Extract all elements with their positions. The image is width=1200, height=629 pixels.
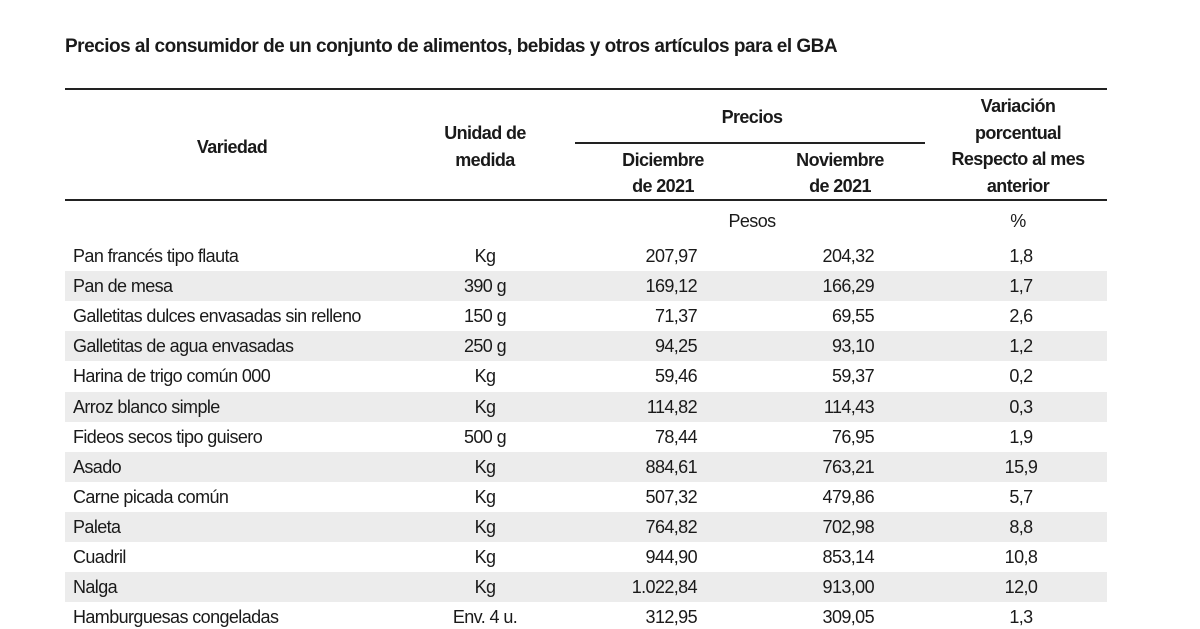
cell-diciembre: 507,32 (645, 486, 698, 507)
header-cell: Respecto al mes (951, 149, 1085, 170)
precios-rule (575, 142, 925, 144)
cell-diciembre: 114,82 (646, 396, 698, 417)
cell-diciembre: 78,44 (654, 426, 698, 447)
cell-variedad: Pan francés tipo flauta (73, 246, 239, 266)
cell-variacion: 1,2 (1009, 336, 1033, 357)
unit-label: Pesos (728, 211, 776, 231)
cell-noviembre: 59,37 (831, 366, 875, 387)
cell-diciembre: 312,95 (645, 607, 698, 628)
cell-variedad: Asado (73, 456, 122, 477)
cell-unidad: 150 g (463, 306, 507, 327)
cell-variacion: 10,8 (1004, 547, 1038, 567)
cell-diciembre: 764,82 (645, 516, 698, 537)
cell-diciembre: 1.022,84 (631, 577, 698, 598)
top-rule (65, 88, 1107, 90)
cell-noviembre: 763,21 (822, 456, 875, 477)
row-shade (65, 331, 1107, 362)
cell-variedad: Fideos secos tipo guisero (73, 426, 263, 447)
header-cell: Variedad (196, 137, 268, 157)
cell-noviembre: 853,14 (822, 547, 875, 567)
cell-variacion: 15,9 (1004, 456, 1038, 477)
cell-variacion: 1,3 (1009, 607, 1033, 628)
cell-noviembre: 69,55 (831, 306, 875, 327)
cell-noviembre: 166,29 (822, 276, 875, 297)
cell-variacion: 2,6 (1009, 306, 1033, 327)
cell-noviembre: 702,98 (822, 516, 875, 537)
cell-noviembre: 204,32 (822, 246, 875, 266)
cell-variacion: 0,2 (1009, 366, 1033, 387)
cell-variedad: Nalga (73, 577, 118, 598)
cell-variedad: Cuadril (73, 547, 126, 567)
header-rule (65, 199, 1107, 201)
cell-diciembre: 944,90 (645, 547, 698, 567)
row-shade (65, 391, 1107, 422)
cell-variacion: 1,8 (1009, 246, 1033, 266)
cell-diciembre: 71,37 (654, 306, 698, 327)
cell-noviembre: 309,05 (822, 607, 875, 628)
cell-variedad: Harina de trigo común 000 (73, 366, 271, 387)
cell-diciembre: 207,97 (645, 246, 698, 266)
header-cell: de 2021 (632, 176, 694, 196)
header-cell: Diciembre (622, 150, 704, 170)
cell-unidad: Kg (474, 547, 496, 567)
cell-unidad: Kg (474, 516, 496, 537)
cell-variacion: 8,8 (1009, 516, 1033, 537)
cell-diciembre: 169,12 (645, 276, 698, 297)
cell-variedad: Arroz blanco simple (73, 396, 220, 417)
cell-variacion: 0,3 (1009, 396, 1033, 417)
header-cell: anterior (986, 176, 1050, 197)
cell-diciembre: 884,61 (645, 456, 698, 477)
cell-unidad: Kg (474, 486, 496, 507)
cell-unidad: Kg (474, 246, 496, 266)
cell-variacion: 1,7 (1009, 276, 1033, 297)
cell-variacion: 12,0 (1004, 577, 1038, 598)
cell-unidad: Kg (474, 577, 496, 598)
cell-noviembre: 76,95 (831, 426, 875, 447)
cell-variedad: Galletitas de agua envasadas (73, 336, 294, 357)
cell-diciembre: 94,25 (654, 336, 698, 357)
unit-label: % (1010, 211, 1026, 231)
cell-noviembre: 93,10 (831, 336, 875, 357)
title: Precios al consumidor de un conjunto de … (65, 36, 838, 57)
header-cell: Precios (721, 107, 783, 127)
header-cell: Variación (980, 96, 1056, 116)
cell-variacion: 5,7 (1009, 486, 1033, 507)
cell-unidad: Kg (474, 396, 496, 417)
header-cell: porcentual (974, 122, 1062, 143)
cell-variedad: Carne picada común (73, 486, 229, 507)
cell-unidad: 390 g (463, 276, 507, 297)
cell-variedad: Paleta (73, 516, 121, 537)
cell-unidad: 500 g (463, 426, 507, 447)
header-cell: medida (455, 150, 515, 170)
cell-noviembre: 479,86 (822, 486, 875, 507)
cell-unidad: 250 g (463, 336, 507, 357)
cell-variedad: Galletitas dulces envasadas sin relleno (73, 306, 361, 327)
cell-unidad: Env. 4 u. (452, 607, 518, 628)
row-shade (65, 572, 1107, 603)
cell-noviembre: 913,00 (822, 577, 875, 598)
header-cell: de 2021 (809, 176, 871, 196)
cell-variedad: Pan de mesa (73, 276, 173, 297)
row-shade (65, 451, 1107, 482)
header-cell: Unidad de (444, 123, 526, 143)
header-cell: Noviembre (796, 150, 884, 170)
row-shade (65, 271, 1107, 302)
row-shade (65, 511, 1107, 542)
cell-unidad: Kg (474, 366, 496, 387)
cell-variacion: 1,9 (1009, 426, 1033, 447)
cell-noviembre: 114,43 (823, 396, 875, 417)
cell-variedad: Hamburguesas congeladas (73, 607, 279, 628)
cell-unidad: Kg (474, 456, 496, 477)
cell-diciembre: 59,46 (654, 366, 698, 387)
